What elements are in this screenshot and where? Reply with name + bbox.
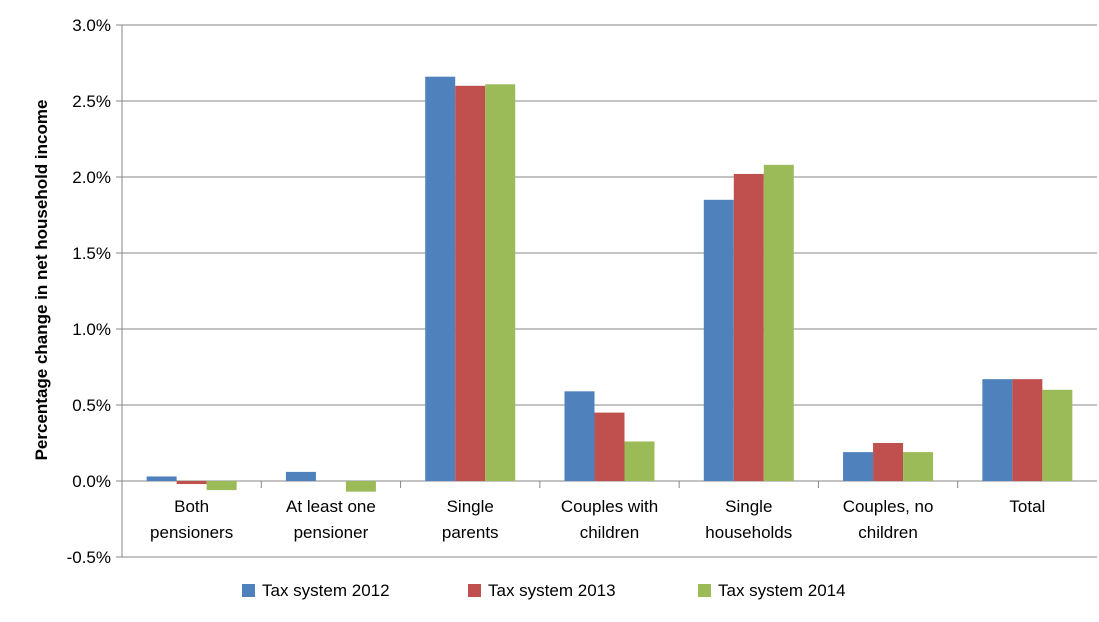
y-tick-label: 1.0%: [72, 320, 111, 339]
x-tick-label: pensioner: [294, 523, 369, 542]
y-tick-label: -0.5%: [67, 548, 111, 567]
x-tick-label: Couples with: [561, 497, 658, 516]
x-tick-label: children: [858, 523, 918, 542]
bar: [624, 441, 655, 481]
legend-swatch: [468, 584, 481, 597]
legend-label: Tax system 2012: [262, 581, 390, 600]
bar: [285, 471, 316, 481]
x-tick-label: Both: [174, 497, 209, 516]
x-tick-label: households: [705, 523, 792, 542]
x-tick-label: parents: [442, 523, 499, 542]
bar: [564, 391, 595, 481]
legend-swatch: [698, 584, 711, 597]
bar: [425, 76, 456, 482]
tick-labels: 3.0% 2.5% 2.0% 1.5% 1.0% 0.5% 0.0% -0.5% Both pen…: [67, 16, 1046, 567]
bar: [982, 379, 1013, 481]
y-axis-title: Percentage change in net household incom…: [32, 100, 51, 461]
bar: [703, 199, 734, 482]
bar: [903, 452, 934, 481]
bar: [873, 443, 904, 481]
y-tick-label: 3.0%: [72, 16, 111, 35]
bar: [455, 85, 486, 482]
bar: [1012, 379, 1043, 481]
x-tick-label: Single: [725, 497, 772, 516]
legend-label: Tax system 2014: [718, 581, 846, 600]
bar: [345, 481, 376, 492]
bar: [485, 84, 516, 481]
legend: Tax system 2012 Tax system 2013 Tax system…: [242, 581, 846, 600]
bar: [176, 481, 207, 485]
x-tick-label: At least one: [286, 497, 376, 516]
x-tick-label: children: [580, 523, 640, 542]
bars: [146, 76, 1073, 492]
y-tick-label: 2.0%: [72, 168, 111, 187]
bar: [206, 481, 237, 491]
bar: [843, 452, 874, 481]
y-tick-label: 0.5%: [72, 396, 111, 415]
y-tick-label: 0.0%: [72, 472, 111, 491]
y-tick-label: 1.5%: [72, 244, 111, 263]
x-tick-label: Couples, no: [843, 497, 934, 516]
y-tick-label: 2.5%: [72, 92, 111, 111]
x-tick-label: pensioners: [150, 523, 233, 542]
bar: [594, 412, 625, 481]
legend-label: Tax system 2013: [488, 581, 616, 600]
bar: [733, 173, 764, 481]
x-tick-label: Total: [1009, 497, 1045, 516]
legend-swatch: [242, 584, 255, 597]
x-tick-label: Single: [447, 497, 494, 516]
bar: [763, 164, 794, 481]
bar: [146, 476, 177, 481]
bar: [1042, 389, 1073, 481]
